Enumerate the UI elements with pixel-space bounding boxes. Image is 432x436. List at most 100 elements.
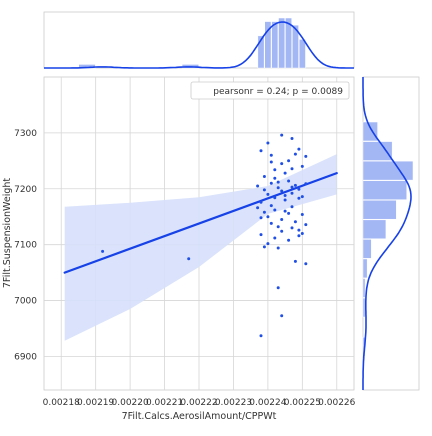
top-hist-bars (78, 17, 306, 69)
scatter-point (283, 198, 287, 202)
scatter-point (276, 286, 280, 290)
scatter-point (262, 245, 266, 249)
x-axis-label: 7Filt.Calcs.AerosilAmount/CPPWt (122, 411, 277, 422)
regression-line (63, 172, 338, 274)
scatter-point (290, 191, 294, 195)
legend-box (190, 81, 350, 100)
scatter-point (266, 242, 270, 246)
scatter-point (101, 249, 105, 253)
y-tick-label: 7100 (14, 241, 37, 251)
y-tick-label: 7300 (14, 129, 37, 139)
scatter-point (273, 236, 277, 240)
right-hist-bar (362, 258, 368, 279)
scatter-point (300, 232, 304, 235)
scatter-point (269, 204, 273, 208)
scatter-point (266, 215, 270, 219)
x-tick-label: 0.00219 (77, 398, 114, 408)
scatter-point (290, 185, 294, 189)
scatter-point (273, 196, 277, 200)
y-tick-label: 7200 (14, 185, 37, 195)
top-hist-bar (298, 39, 306, 69)
scatter-point (290, 226, 294, 230)
scatter-point (293, 220, 297, 224)
right-hist-bar (362, 141, 393, 161)
scatter-point (283, 209, 287, 213)
x-tick-label: 0.00218 (43, 398, 80, 408)
scatter-point (259, 216, 263, 220)
scatter-point (280, 229, 284, 233)
scatter-point (276, 225, 280, 229)
scatter-point (297, 234, 301, 238)
scatter-point (273, 168, 277, 172)
right-kde-curve (362, 77, 412, 390)
scatter-point (304, 182, 308, 186)
scatter-point (280, 162, 284, 166)
scatter-point (269, 181, 273, 185)
scatter-point (280, 189, 284, 193)
scatter-point (304, 262, 308, 266)
scatter-point (256, 184, 260, 188)
scatter-point (283, 171, 287, 175)
confidence-band (64, 154, 337, 341)
scatter-point (290, 137, 294, 140)
top-hist-bar (292, 24, 299, 69)
scatter-point (276, 180, 280, 184)
scatter-point (280, 218, 284, 221)
scatter-point (304, 154, 308, 158)
x-tick-label: 0.00220 (112, 398, 149, 408)
scatter-point (300, 213, 304, 216)
scatter-point (269, 153, 273, 157)
marginal-y-histogram (362, 76, 420, 391)
scatter-point (287, 211, 291, 215)
scatter-point (280, 314, 284, 318)
scatter-point (283, 194, 287, 197)
top-margin-frame (43, 11, 355, 69)
scatter-point (290, 205, 294, 209)
scatter-point (259, 233, 263, 237)
scatter-point (293, 152, 297, 156)
top-hist-bar (257, 35, 265, 69)
pearson-annotation: pearsonr = 0.24; p = 0.0089 (213, 87, 343, 97)
scatter-point (259, 200, 263, 204)
scatter-point (287, 238, 291, 242)
x-tick-labels: 0.002180.002190.002200.002210.002220.002… (43, 398, 356, 408)
scatter-point (297, 196, 301, 200)
right-hist-bar (362, 239, 372, 259)
x-tick-label: 0.00222 (180, 398, 217, 408)
right-hist-bar (362, 160, 414, 181)
scatter-point (262, 188, 266, 192)
scatter-point (269, 221, 273, 225)
marginal-x-histogram (43, 11, 355, 69)
x-tick-label: 0.00221 (146, 398, 183, 408)
right-hist-bar (362, 121, 378, 142)
scatter-point (266, 141, 270, 145)
right-hist-bar (362, 200, 397, 220)
top-hist-bar (271, 21, 279, 69)
scatter-point (276, 246, 280, 250)
scatter-point (297, 147, 301, 151)
scatter-point (269, 160, 273, 164)
top-hist-bar (285, 17, 292, 69)
scatter-point (273, 208, 277, 212)
scatter-point (287, 179, 291, 183)
right-hist-bar (362, 297, 366, 318)
y-tick-label: 6900 (14, 352, 37, 362)
scatter-point (262, 210, 266, 214)
grid-lines (44, 77, 354, 390)
scatter-point (256, 206, 260, 210)
scatter-point (287, 159, 291, 163)
scatter-point (280, 133, 284, 137)
scatter-point (293, 183, 297, 187)
scatter-point (276, 186, 280, 190)
scatter-point (290, 167, 294, 171)
scatter-point (273, 176, 277, 180)
scatter-point (262, 175, 266, 178)
right-hist-bar (362, 219, 387, 240)
x-tick-label: 0.00223 (215, 398, 252, 408)
scatter-point (187, 257, 191, 261)
x-tick-label: 0.00226 (318, 398, 355, 408)
scatter-point (300, 195, 304, 199)
top-hist-bar (278, 17, 286, 69)
y-tick-labels: 6900 7000 7100 7200 7300 (14, 129, 37, 363)
